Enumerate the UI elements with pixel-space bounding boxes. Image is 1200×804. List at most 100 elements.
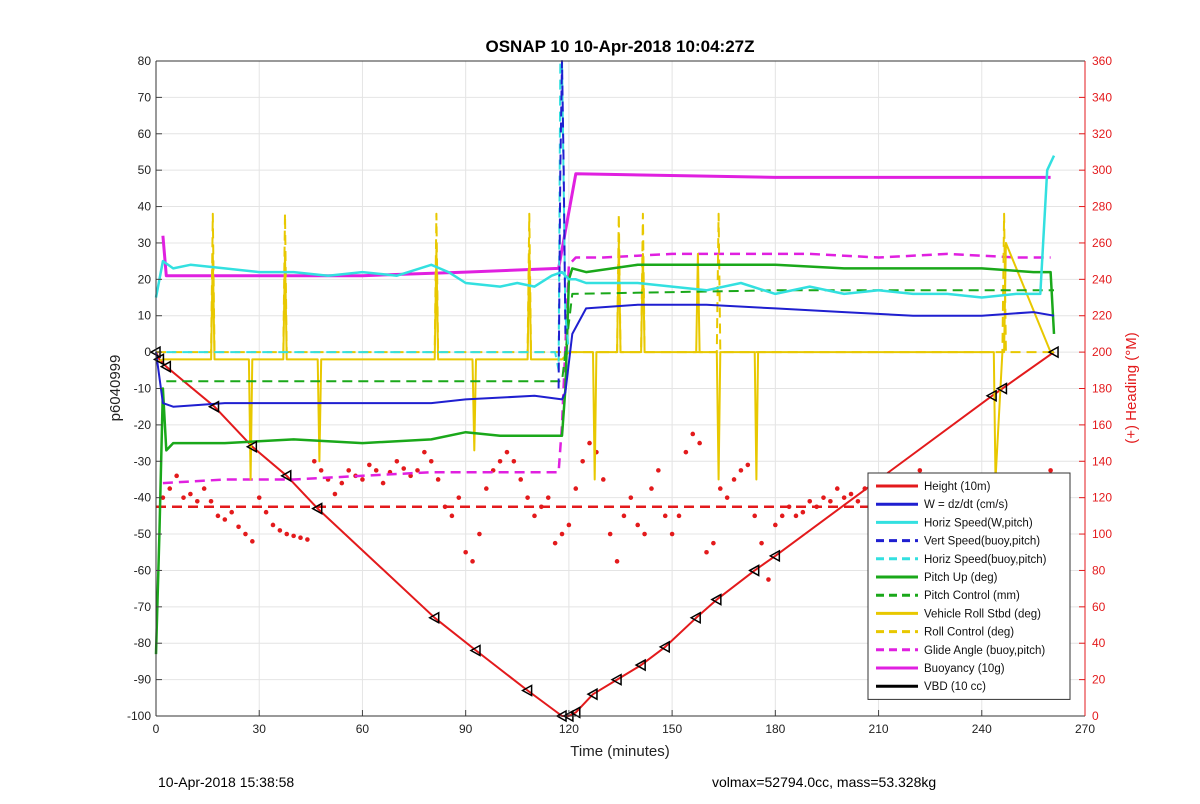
heading-point bbox=[690, 431, 696, 437]
heading-point bbox=[380, 480, 386, 486]
heading-point bbox=[1048, 468, 1053, 473]
y-right-tick-label: 80 bbox=[1092, 563, 1106, 577]
heading-point bbox=[518, 477, 524, 482]
heading-point bbox=[532, 513, 537, 519]
y-tick-label: -40 bbox=[134, 491, 152, 505]
height-marker bbox=[748, 564, 760, 577]
heading-point bbox=[422, 449, 427, 455]
heading-point bbox=[346, 468, 351, 473]
height-marker bbox=[634, 658, 646, 672]
y-tick-label: 50 bbox=[138, 163, 152, 177]
heading-point bbox=[236, 524, 241, 530]
heading-point bbox=[201, 486, 207, 491]
axes: 0 30 60 90 120 150 180 210 240 270-100-90-80-70-6… bbox=[127, 54, 1112, 736]
heading-point bbox=[683, 449, 689, 455]
height-marker bbox=[995, 382, 1008, 395]
heading-point bbox=[291, 533, 296, 539]
y-right-tick-label: 320 bbox=[1092, 127, 1112, 141]
legend-box bbox=[867, 472, 1071, 700]
height-marker bbox=[428, 611, 440, 625]
heading-point bbox=[779, 513, 785, 519]
y-tick-label: 70 bbox=[138, 90, 152, 104]
heading-point bbox=[559, 531, 565, 537]
heading-point bbox=[311, 458, 317, 464]
heading-point bbox=[332, 491, 338, 497]
heading-point bbox=[552, 540, 558, 546]
y-right-tick-label: 140 bbox=[1092, 454, 1112, 468]
legend-label: Pitch Control (mm) bbox=[924, 590, 1020, 602]
heading-point bbox=[463, 549, 468, 555]
height-marker bbox=[207, 400, 220, 413]
heading-point bbox=[807, 499, 813, 504]
legend-label: Roll Control (deg) bbox=[924, 627, 1014, 639]
height-marker bbox=[245, 440, 258, 453]
y-right-tick-label: 20 bbox=[1092, 673, 1106, 687]
heading-point bbox=[511, 458, 517, 464]
heading-point bbox=[841, 495, 847, 500]
x-tick-label: 60 bbox=[356, 722, 370, 736]
heading-point bbox=[167, 486, 173, 491]
y-right-tick-label: 200 bbox=[1092, 345, 1112, 359]
heading-point bbox=[339, 480, 345, 486]
x-tick-label: 90 bbox=[459, 722, 473, 736]
heading-point bbox=[484, 486, 489, 491]
footer-volmax-mass: volmax=52794.0cc, mass=53.328kg bbox=[712, 774, 937, 790]
heading-point bbox=[731, 477, 737, 482]
height-marker bbox=[1047, 345, 1059, 359]
x-tick-label: 30 bbox=[253, 722, 267, 736]
legend-label: Horiz Speed(W,pitch) bbox=[924, 517, 1033, 529]
y-tick-label: -70 bbox=[134, 600, 152, 614]
height-marker bbox=[610, 673, 622, 686]
heading-point bbox=[800, 509, 806, 515]
y-right-tick-label: 60 bbox=[1092, 600, 1106, 614]
y-tick-label: -100 bbox=[127, 709, 151, 723]
y-tick-label: -90 bbox=[134, 673, 152, 687]
height-marker bbox=[768, 549, 781, 563]
y-right-tick-label: 240 bbox=[1092, 272, 1112, 286]
heading-point bbox=[545, 495, 551, 500]
legend-label: Pitch Up (deg) bbox=[924, 572, 998, 584]
y-tick-label: 30 bbox=[138, 236, 152, 250]
heading-point bbox=[573, 486, 579, 491]
heading-point bbox=[415, 468, 420, 473]
heading-point bbox=[614, 559, 620, 564]
heading-point bbox=[745, 462, 751, 468]
heading-point bbox=[773, 522, 778, 528]
heading-point bbox=[738, 468, 744, 473]
series-line-1 bbox=[155, 303, 1055, 408]
heading-point bbox=[697, 440, 702, 446]
heading-point bbox=[621, 513, 627, 519]
legend-label: Buoyancy (10g) bbox=[924, 663, 1005, 675]
heading-point bbox=[470, 559, 475, 564]
y-tick-label: -60 bbox=[134, 563, 152, 577]
heading-point bbox=[243, 531, 248, 537]
heading-point bbox=[305, 537, 310, 542]
height-marker bbox=[985, 389, 997, 403]
heading-point bbox=[456, 495, 462, 500]
y-tick-label: -30 bbox=[134, 454, 152, 468]
y-right-tick-label: 0 bbox=[1092, 709, 1099, 723]
legend-label: VBD (10 cc) bbox=[924, 681, 986, 693]
heading-point bbox=[704, 549, 709, 555]
legend-label: Vehicle Roll Stbd (deg) bbox=[924, 608, 1041, 620]
series-layer bbox=[149, 60, 1059, 723]
y-right-tick-label: 180 bbox=[1092, 382, 1112, 396]
y-tick-label: 20 bbox=[138, 272, 152, 286]
legend: Height (10m) W = dz/dt (cm/s) Horiz Speed(… bbox=[867, 472, 1071, 700]
height-marker bbox=[521, 684, 533, 697]
heading-point bbox=[318, 468, 324, 473]
heading-point bbox=[222, 517, 228, 522]
heading-point bbox=[215, 513, 221, 519]
heading-point bbox=[181, 495, 186, 500]
heading-point bbox=[160, 495, 166, 500]
heading-point bbox=[394, 458, 400, 464]
y-right-tick-label: 40 bbox=[1092, 636, 1106, 650]
x-tick-label: 210 bbox=[869, 722, 889, 736]
height-marker bbox=[586, 687, 598, 701]
heading-point bbox=[848, 491, 854, 497]
heading-point bbox=[724, 495, 730, 500]
heading-point bbox=[759, 540, 764, 546]
y-tick-label: 60 bbox=[138, 127, 152, 141]
y-tick-label: 40 bbox=[138, 200, 152, 214]
y-tick-label: 0 bbox=[144, 345, 151, 359]
